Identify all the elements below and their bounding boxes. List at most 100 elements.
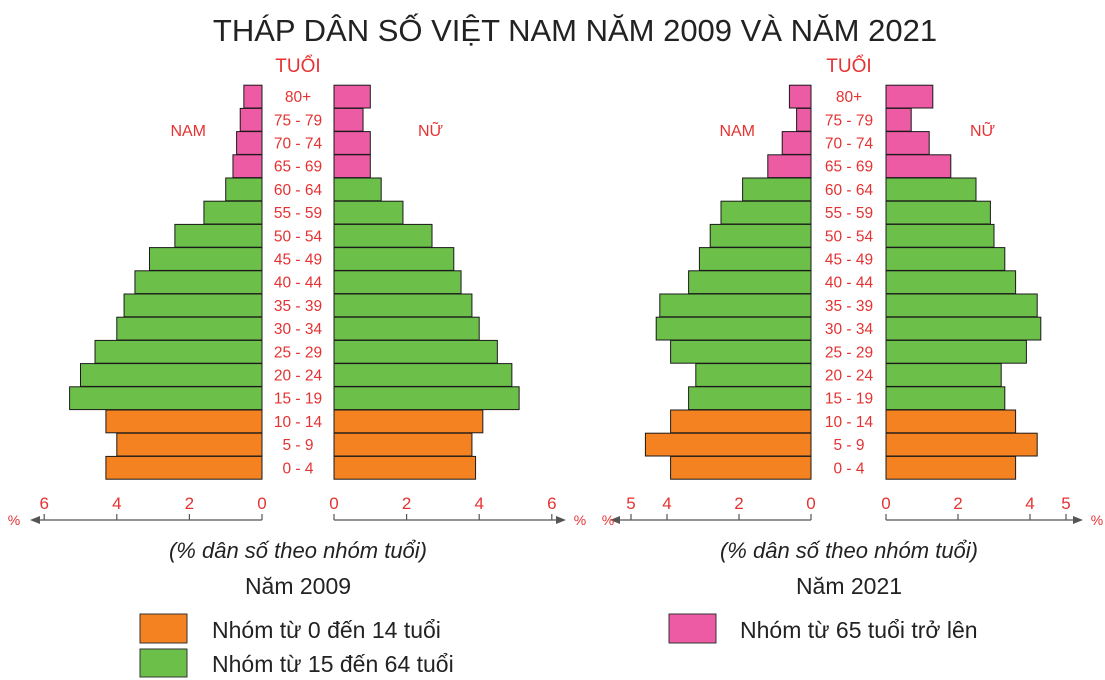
tick-label-female-0: 0 [881,494,890,513]
pyramid-2009: TUỔI NAM NỮ 0 - 4 5 - 9 10 - 14 15 - 19 20 - 24… [8,55,586,599]
unit-label-left: % [602,512,614,528]
bar-male-70-74 [781,131,812,155]
age-label-75-79: 75 - 79 [274,112,322,129]
female-label: NỮ [970,120,995,140]
age-label-0-4: 0 - 4 [833,460,864,477]
male-label: NAM [719,123,755,140]
bar-male-65-69 [232,154,263,179]
bar-female-20-24 [333,363,513,387]
age-axis-header: TUỔI [275,55,320,77]
age-label-10-14: 10 - 14 [274,414,323,431]
bar-female-65-69 [333,154,371,179]
pyramid-year-title: Năm 2009 [245,573,351,599]
bar-male-5-9 [644,432,812,457]
bar-female-5-9 [333,432,473,457]
age-label-80plus: 80+ [285,89,311,106]
bar-female-30-34 [333,316,480,341]
tick-label-female-5: 5 [1061,494,1070,513]
bar-female-50-54 [885,223,995,248]
tick-label-female-2: 2 [953,494,962,513]
bar-female-75-79 [333,107,364,132]
bar-female-40-44 [333,270,462,295]
male-label: NAM [170,123,206,140]
bar-male-10-14 [670,409,812,434]
bar-female-10-14 [885,409,1017,434]
bar-male-75-79 [239,107,263,132]
age-label-5-9: 5 - 9 [282,437,313,454]
bar-male-15-19 [688,386,812,411]
age-label-40-44: 40 - 44 [274,275,323,292]
figure-title: THÁP DÂN SỐ VIỆT NAM NĂM 2009 VÀ NĂM 202… [213,12,937,48]
tick-label-male-5: 5 [626,494,635,513]
bar-female-35-39 [885,293,1038,318]
age-label-35-39: 35 - 39 [825,298,873,315]
age-label-5-9: 5 - 9 [833,437,864,454]
unit-label-right: % [574,512,586,528]
age-label-65-69: 65 - 69 [825,159,873,176]
bar-male-50-54 [174,223,263,248]
bar-male-80plus [788,84,812,109]
pyramid-year-title: Năm 2021 [796,573,902,599]
tick-label-male-4: 4 [662,494,671,513]
bar-male-45-49 [698,247,812,271]
bar-female-50-54 [333,223,433,248]
age-label-10-14: 10 - 14 [825,414,874,431]
bar-male-35-39 [123,293,263,318]
bar-male-45-49 [148,247,263,271]
bar-female-40-44 [885,270,1017,295]
age-label-55-59: 55 - 59 [274,205,322,222]
age-label-35-39: 35 - 39 [274,298,322,315]
bar-male-15-19 [69,386,263,411]
axis-male-arrow [30,516,40,524]
bar-male-5-9 [116,432,263,457]
bar-male-25-29 [670,339,812,364]
bar-female-55-59 [885,200,991,225]
bar-female-70-74 [885,131,930,155]
bar-male-40-44 [688,270,812,295]
bar-female-35-39 [333,293,473,318]
pyramid-2021: TUỔI NAM NỮ 0 - 4 5 - 9 10 - 14 15 - 19 20 - 24… [602,55,1103,599]
age-label-60-64: 60 - 64 [825,182,874,199]
age-label-45-49: 45 - 49 [825,252,873,269]
bar-female-70-74 [333,131,371,155]
age-label-15-19: 15 - 19 [274,391,322,408]
bar-female-60-64 [885,177,977,202]
bar-male-60-64 [225,177,263,202]
age-label-45-49: 45 - 49 [274,252,322,269]
bar-female-15-19 [885,386,1006,411]
bar-male-75-79 [796,107,812,132]
legend-swatch-age-15-64 [139,648,188,678]
age-label-65-69: 65 - 69 [274,159,322,176]
bar-male-60-64 [742,177,812,202]
age-label-20-24: 20 - 24 [274,368,323,385]
tick-label-male-6: 6 [39,494,48,513]
tick-label-female-4: 4 [474,494,483,513]
tick-label-male-2: 2 [734,494,743,513]
unit-label-right: % [1091,512,1103,528]
bar-female-5-9 [885,432,1038,457]
bar-male-0-4 [105,455,263,480]
bar-male-35-39 [659,293,812,318]
unit-label-left: % [8,512,20,528]
tick-label-female-0: 0 [329,494,338,513]
bar-male-0-4 [670,455,812,480]
age-label-30-34: 30 - 34 [274,321,323,338]
bar-female-75-79 [885,107,912,132]
bar-male-20-24 [695,363,812,387]
tick-label-female-4: 4 [1025,494,1034,513]
bar-male-10-14 [105,409,263,434]
tick-label-female-6: 6 [547,494,556,513]
bar-female-45-49 [885,247,1006,271]
age-label-0-4: 0 - 4 [282,460,313,477]
age-label-50-54: 50 - 54 [274,228,323,245]
legend-label-age-15-64: Nhóm từ 15 đến 64 tuổi [212,651,454,677]
legend: Nhóm từ 0 đến 14 tuổi Nhóm từ 15 đến 64 … [139,613,978,678]
bar-male-20-24 [80,363,263,387]
x-axis-caption: (% dân số theo nhóm tuổi) [720,538,978,563]
age-label-50-54: 50 - 54 [825,228,874,245]
age-label-55-59: 55 - 59 [825,205,873,222]
bar-female-25-29 [333,339,498,364]
age-label-70-74: 70 - 74 [825,136,874,153]
bar-female-15-19 [333,386,520,411]
